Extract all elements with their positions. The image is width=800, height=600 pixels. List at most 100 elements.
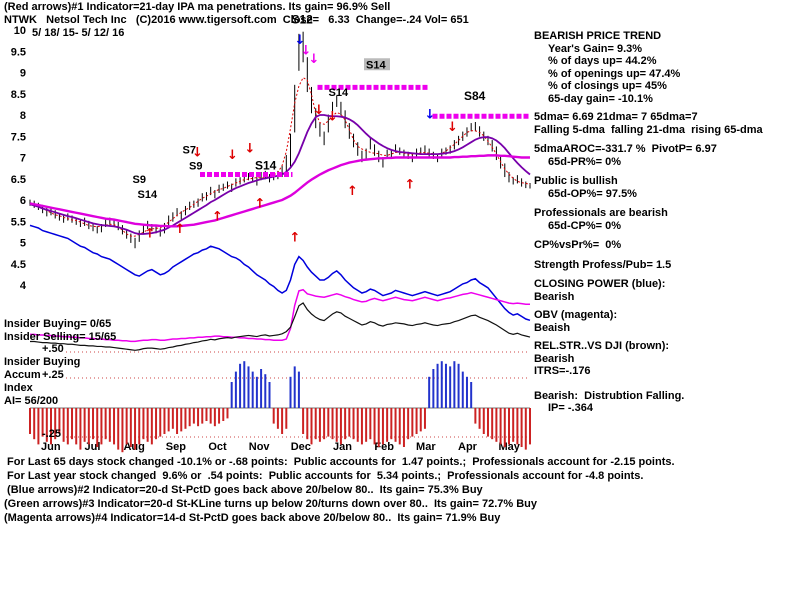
right-panel-line: 65d-OP%= 97.5% bbox=[548, 187, 637, 200]
buy-arrow-icon: ↑ bbox=[255, 197, 266, 212]
sell-arrow-icon: ↓ bbox=[192, 146, 203, 161]
quote-details: Netsol Tech Inc (C)2016 www.tigersoft.co… bbox=[37, 14, 469, 26]
right-panel-line: 5dma= 6.69 21dma= 7 65dma=7 bbox=[534, 111, 698, 123]
buy-arrow-icon: ↑ bbox=[290, 231, 301, 246]
blue-signal-arrow-icon: ↓ bbox=[425, 107, 436, 122]
accum-scale-plus25: +.25 bbox=[42, 369, 64, 381]
month-label: Jan bbox=[333, 441, 352, 453]
indicator1-legend: (Red arrows)#1 Indicator=21-day IPA ma p… bbox=[4, 1, 391, 13]
price-tick-label: 7.5 bbox=[11, 131, 26, 143]
buy-arrow-icon: ↑ bbox=[347, 184, 358, 199]
buy-arrow-icon: ↑ bbox=[212, 209, 223, 224]
label-highlight bbox=[364, 58, 390, 71]
index-label: Index bbox=[4, 382, 33, 394]
signal-label: S9 bbox=[189, 160, 202, 172]
right-panel-line: BEARISH PRICE TREND bbox=[534, 30, 662, 42]
right-panel-line: IP= -.364 bbox=[548, 402, 593, 414]
accum-index-value: AI= 56/200 bbox=[4, 395, 59, 407]
accum-scale-plus50: +.50 bbox=[42, 343, 64, 355]
insider-buying-label: Insider Buying bbox=[4, 356, 81, 368]
month-label: Sep bbox=[166, 441, 186, 453]
relative-strength-line bbox=[30, 302, 531, 351]
right-panel-line: 65d-CP%= 0% bbox=[548, 219, 622, 232]
date-range: 5/ 18/ 15- 5/ 12/ 16 bbox=[32, 27, 125, 39]
magenta-signal-arrow-icon: ↓ bbox=[309, 52, 320, 67]
price-tick-label: 9.5 bbox=[11, 46, 26, 58]
sell-arrow-icon: ↓ bbox=[447, 120, 458, 135]
5dma-line bbox=[29, 76, 531, 237]
signal-label: S7 bbox=[183, 144, 196, 156]
buy-arrow-icon: ↑ bbox=[145, 226, 156, 241]
month-label: Nov bbox=[249, 441, 271, 453]
right-panel-line: 5dmaAROC=-331.7 % PivotP= 6.97 bbox=[534, 143, 717, 155]
right-panel-line: OBV (magenta): bbox=[534, 309, 618, 321]
price-tick-label: 8.5 bbox=[11, 89, 26, 101]
footer-line: (Green arrows)#3 Indicator=20-d St-KLine… bbox=[4, 498, 538, 510]
right-panel-line: Bearish bbox=[534, 352, 575, 365]
right-panel-line: Falling 5-dma falling 21-dma rising 65-d… bbox=[534, 123, 763, 136]
ticker-symbol: NTWK bbox=[4, 14, 37, 26]
month-label: Apr bbox=[458, 441, 478, 453]
price-tick-label: 10 bbox=[14, 25, 26, 37]
accum-scale-minus25: -.25 bbox=[42, 428, 61, 440]
buy-arrow-icon: ↑ bbox=[405, 178, 416, 193]
price-tick-label: 8 bbox=[20, 110, 26, 122]
signal-label: S84 bbox=[464, 89, 486, 103]
month-label: Jun bbox=[41, 441, 61, 453]
right-panel-line: Bearish: Distrubtion Falling. bbox=[534, 389, 685, 402]
price-tick-label: 4 bbox=[20, 280, 27, 292]
right-panel-line: Bearish bbox=[534, 290, 575, 303]
signal-label: S12 bbox=[292, 13, 314, 27]
right-panel-line: % of openings up= 47.4% bbox=[548, 67, 681, 80]
right-panel-line: % of days up= 44.2% bbox=[548, 55, 657, 67]
magenta-signal-arrow-icon: ↓ bbox=[301, 44, 312, 59]
footer-line: (Magenta arrows)#4 Indicator=14-d St-Pct… bbox=[4, 512, 501, 524]
price-tick-label: 4.5 bbox=[11, 259, 26, 271]
sell-arrow-icon: ↓ bbox=[327, 110, 338, 125]
right-panel-line: ITRS=-.176 bbox=[534, 365, 591, 377]
right-panel-line: CLOSING POWER (blue): bbox=[534, 278, 666, 290]
signal-label: S9 bbox=[133, 174, 146, 186]
price-tick-label: 5.5 bbox=[11, 216, 26, 228]
footer-line: (Blue arrows)#2 Indicator=20-d St-PctD g… bbox=[4, 484, 483, 496]
price-tick-label: 6.5 bbox=[11, 174, 26, 186]
signal-label: S14 bbox=[366, 59, 386, 71]
accum-label: Accum bbox=[4, 369, 41, 381]
footer-notes: For Last 65 days stock changed -10.1% or… bbox=[4, 455, 798, 525]
right-panel-line: Beaish bbox=[534, 321, 571, 334]
sell-arrow-icon: ↓ bbox=[245, 141, 256, 156]
month-label: Mar bbox=[416, 441, 436, 453]
insider-buying-ratio: Insider Buying= 0/65 bbox=[4, 318, 112, 330]
right-panel-line: CP%vsPr%= 0% bbox=[534, 239, 622, 251]
closing-power-line bbox=[29, 224, 531, 322]
right-panel-line: % of closings up= 45% bbox=[548, 80, 667, 92]
right-panel-line: Strength Profess/Pub= 1.5 bbox=[534, 258, 672, 271]
right-panel-line: Public is bullish bbox=[534, 175, 618, 187]
right-panel-line: 65d-PR%= 0% bbox=[548, 155, 622, 168]
65dma-line bbox=[29, 154, 530, 228]
month-label: Dec bbox=[291, 441, 311, 453]
month-label: Feb bbox=[374, 441, 394, 453]
obv-line bbox=[30, 288, 530, 343]
insider-selling-ratio: Insider Selling= 15/65 bbox=[4, 331, 117, 343]
price-tick-label: 6 bbox=[20, 195, 26, 207]
signal-label: S14 bbox=[138, 189, 158, 201]
price-tick-label: 9 bbox=[20, 68, 26, 80]
signal-label: S14 bbox=[329, 87, 349, 99]
quote-line: NTWK Netsol Tech Inc (C)2016 www.tigerso… bbox=[4, 14, 469, 26]
right-panel-line: Professionals are bearish bbox=[534, 207, 668, 219]
price-tick-label: 7 bbox=[20, 153, 26, 165]
sell-arrow-icon: ↓ bbox=[227, 148, 238, 163]
right-panel-line: 65-day gain= -10.1% bbox=[548, 92, 653, 105]
right-panel-line: REL.STR..VS DJI (brown): bbox=[534, 340, 670, 352]
right-panel-line: Year's Gain= 9.3% bbox=[548, 42, 643, 55]
footer-line: For Last 65 days stock changed -10.1% or… bbox=[4, 456, 675, 468]
blue-signal-arrow-icon: ↓ bbox=[295, 33, 306, 48]
right-panel: BEARISH PRICE TREND Year's Gain= 9.3%% of… bbox=[534, 30, 798, 415]
buy-arrow-icon: ↑ bbox=[175, 222, 186, 237]
price-tick-label: 5 bbox=[20, 238, 26, 250]
sell-arrow-icon: ↓ bbox=[314, 103, 325, 118]
month-label: Oct bbox=[208, 441, 227, 453]
footer-line: For Last year stock changed 9.6% or .54 … bbox=[4, 470, 644, 482]
